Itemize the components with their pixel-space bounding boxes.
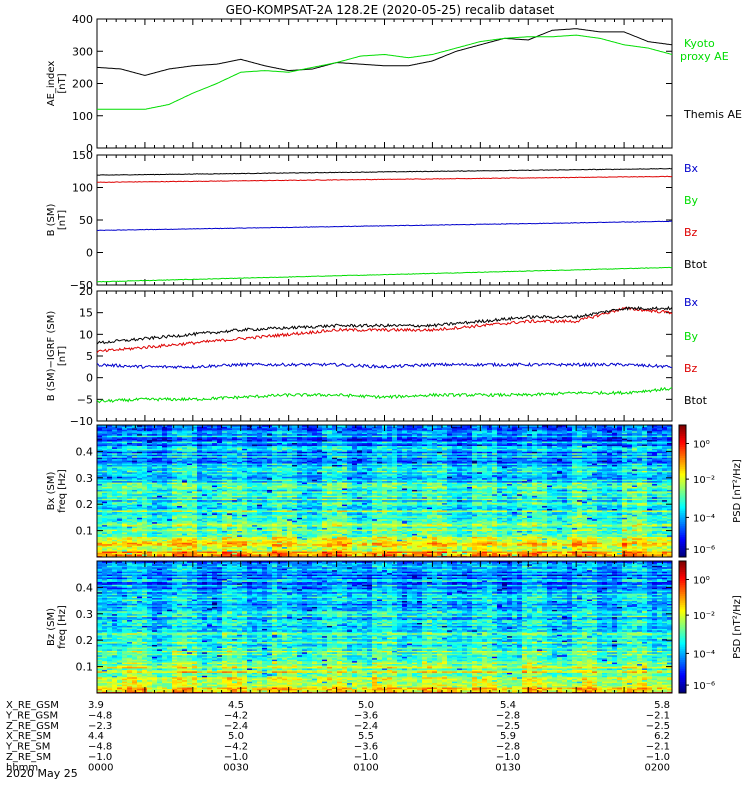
legend-kyoto-line2: proxy AE — [680, 50, 729, 63]
panel-1-ytick-label: 150 — [72, 149, 93, 162]
panel-2-ytick-label: 5 — [86, 350, 93, 363]
panel-2-frame — [97, 291, 672, 421]
panel-0-ylabel-1: [nT] — [57, 73, 68, 93]
legend-bz: Bz — [684, 226, 698, 239]
panel-1-ylabel-0: B (SM) — [46, 203, 57, 236]
panel-2-ylabel-1: [nT] — [57, 346, 68, 366]
series-bx-line — [97, 221, 672, 230]
panel-3: 0.10.20.30.4Bx (SM) freq [Hz]10⁰10⁻²10⁻⁴1… — [46, 425, 743, 558]
panel-2-ytick-label: 15 — [79, 307, 93, 320]
legend-bz: Bz — [684, 362, 698, 375]
panel-0-ylabel-0: AE_index — [46, 61, 57, 107]
panel-0-ytick-label: 100 — [72, 110, 93, 123]
panel-2-legend: Bx By Bz Btot — [684, 296, 708, 407]
series-btot-line — [97, 307, 672, 344]
panel-1-ytick-label: 0 — [86, 247, 93, 260]
heatmap-cells-3 — [97, 425, 672, 557]
legend-btot: Btot — [684, 394, 708, 407]
series-btot-line — [97, 168, 672, 175]
panel-2-ylabel-0: B (SM)−IGRF (SM) — [46, 311, 57, 402]
legend-bx: Bx — [684, 296, 699, 309]
series-bx-line — [97, 363, 672, 368]
figure-title: GEO-KOMPSAT-2A 128.2E (2020-05-25) recal… — [226, 3, 555, 17]
panel-2-ytick-label: 10 — [79, 328, 93, 341]
panel-2-ytick-label: 20 — [79, 285, 93, 298]
panel-1-ytick-label: 50 — [79, 214, 93, 227]
legend-by: By — [684, 194, 699, 207]
panel-0-ytick-label: 300 — [72, 45, 93, 58]
panel-2-ytick-label: 0 — [86, 372, 93, 385]
series-bz-line — [97, 176, 672, 182]
panel-0-ytick-label: 400 — [72, 13, 93, 26]
legend-themis: Themis AE — [683, 108, 742, 121]
panel-1-legend: Bx By Bz Btot — [684, 162, 708, 271]
series-kyoto-proxy-ae-line — [97, 35, 672, 109]
series-by-line — [97, 388, 672, 403]
panel-0-frame — [97, 19, 672, 148]
legend-bx: Bx — [684, 162, 699, 175]
series-themis-ae-line — [97, 29, 672, 76]
panel-2-ytick-label: −10 — [70, 415, 93, 428]
panel-1-ytick-label: 100 — [72, 182, 93, 195]
legend-btot: Btot — [684, 258, 708, 271]
legend-by: By — [684, 330, 699, 343]
panel-1-ylabel-1: [nT] — [57, 210, 68, 230]
panel-0-ytick-label: 200 — [72, 78, 93, 91]
panel-2-ytick-label: −5 — [77, 393, 93, 406]
legend-kyoto-line1: Kyoto — [684, 37, 715, 50]
